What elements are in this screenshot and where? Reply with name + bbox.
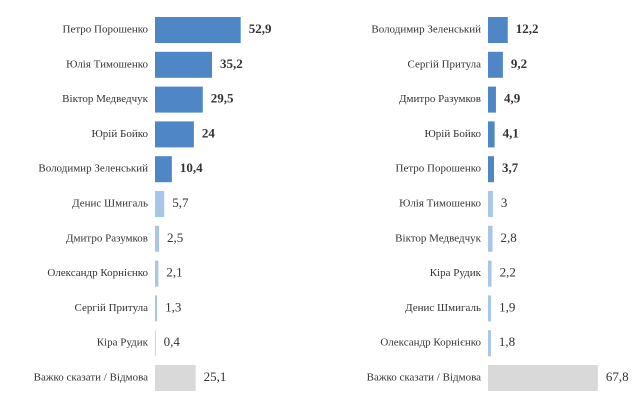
value-label: 0,4 xyxy=(164,334,181,349)
bar xyxy=(155,260,159,287)
bar xyxy=(155,225,160,252)
bar xyxy=(488,260,492,287)
category-label: Юрій Бойко xyxy=(425,128,482,140)
category-label: Важко сказати / Відмова xyxy=(367,372,481,384)
bar xyxy=(488,191,493,217)
bar xyxy=(488,156,494,183)
category-label: Володимир Зеленський xyxy=(371,24,481,36)
category-label: Сергій Притула xyxy=(75,302,149,314)
category-label: Олександр Корнієнко xyxy=(380,337,481,349)
value-label: 35,2 xyxy=(220,56,243,71)
value-label: 10,4 xyxy=(180,160,203,175)
bar xyxy=(488,51,503,78)
category-label: Важко сказати / Відмова xyxy=(34,372,148,384)
value-label: 25,1 xyxy=(204,369,227,384)
category-label: Петро Порошенко xyxy=(396,163,482,175)
category-label: Дмитро Разумков xyxy=(66,232,148,244)
bar xyxy=(155,156,172,183)
bar xyxy=(488,225,493,252)
bar xyxy=(155,86,203,113)
category-label: Віктор Медведчук xyxy=(395,232,481,244)
value-label: 2,2 xyxy=(500,265,516,280)
bar xyxy=(488,295,492,322)
value-label: 3,7 xyxy=(502,160,519,175)
category-label: Денис Шмигаль xyxy=(405,302,481,314)
bar xyxy=(488,330,491,357)
value-label: 9,2 xyxy=(511,56,527,71)
value-label: 1,3 xyxy=(165,299,181,314)
category-label: Сергій Притула xyxy=(408,58,482,70)
value-label: 12,2 xyxy=(516,21,539,36)
bar xyxy=(155,17,241,43)
bar xyxy=(488,17,508,43)
bar xyxy=(488,86,496,113)
category-label: Юрій Бойко xyxy=(92,128,149,140)
category-label: Денис Шмигаль xyxy=(72,198,148,210)
category-label: Олександр Корнієнко xyxy=(47,267,148,279)
value-label: 2,5 xyxy=(167,230,183,245)
category-label: Юлія Тимошенко xyxy=(66,58,148,70)
bar xyxy=(488,365,598,391)
value-label: 2,1 xyxy=(166,265,182,280)
value-label: 4,1 xyxy=(503,125,519,140)
category-label: Володимир Зеленський xyxy=(38,163,148,175)
category-label: Віктор Медведчук xyxy=(62,93,148,105)
category-label: Юлія Тимошенко xyxy=(399,198,481,210)
value-label: 67,8 xyxy=(606,369,629,384)
value-label: 29,5 xyxy=(211,91,234,106)
category-label: Кіра Рудик xyxy=(430,267,482,279)
value-label: 1,9 xyxy=(499,299,515,314)
bar xyxy=(155,191,165,217)
value-label: 24 xyxy=(202,125,216,140)
category-label: Кіра Рудик xyxy=(97,337,149,349)
bar xyxy=(155,295,158,322)
value-label: 2,8 xyxy=(501,230,517,245)
bar xyxy=(155,365,196,391)
value-label: 5,7 xyxy=(172,195,189,210)
value-label: 1,8 xyxy=(499,334,515,349)
value-label: 52,9 xyxy=(249,21,272,36)
category-label: Дмитро Разумков xyxy=(399,93,481,105)
bar xyxy=(155,330,156,357)
bar xyxy=(155,121,194,148)
category-label: Петро Порошенко xyxy=(63,24,149,36)
bar xyxy=(155,51,213,78)
value-label: 4,9 xyxy=(504,91,521,106)
value-label: 3 xyxy=(501,195,508,210)
bar xyxy=(488,121,495,148)
